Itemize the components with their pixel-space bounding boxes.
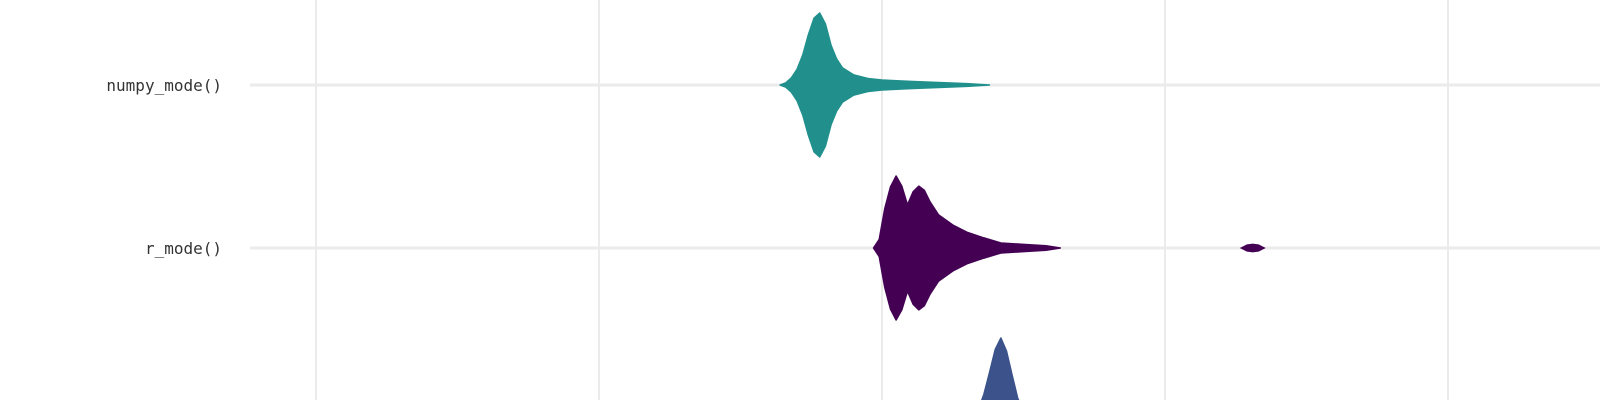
- y-tick-labels: numpy_mode() r_mode(): [106, 76, 222, 258]
- y-tick-label: numpy_mode(): [106, 76, 222, 95]
- violin-shape: [872, 175, 1062, 321]
- violin-series-2: [981, 337, 1020, 400]
- violins: [779, 12, 1266, 400]
- violin-shape: [981, 337, 1020, 400]
- violin-numpy-mode: [779, 12, 991, 158]
- violin-shape: [779, 12, 991, 158]
- violin-r-mode: [872, 175, 1266, 321]
- y-tick-label: r_mode(): [145, 239, 222, 258]
- violin-outlier-blob: [1239, 243, 1266, 253]
- vertical-gridlines: [315, 0, 1449, 400]
